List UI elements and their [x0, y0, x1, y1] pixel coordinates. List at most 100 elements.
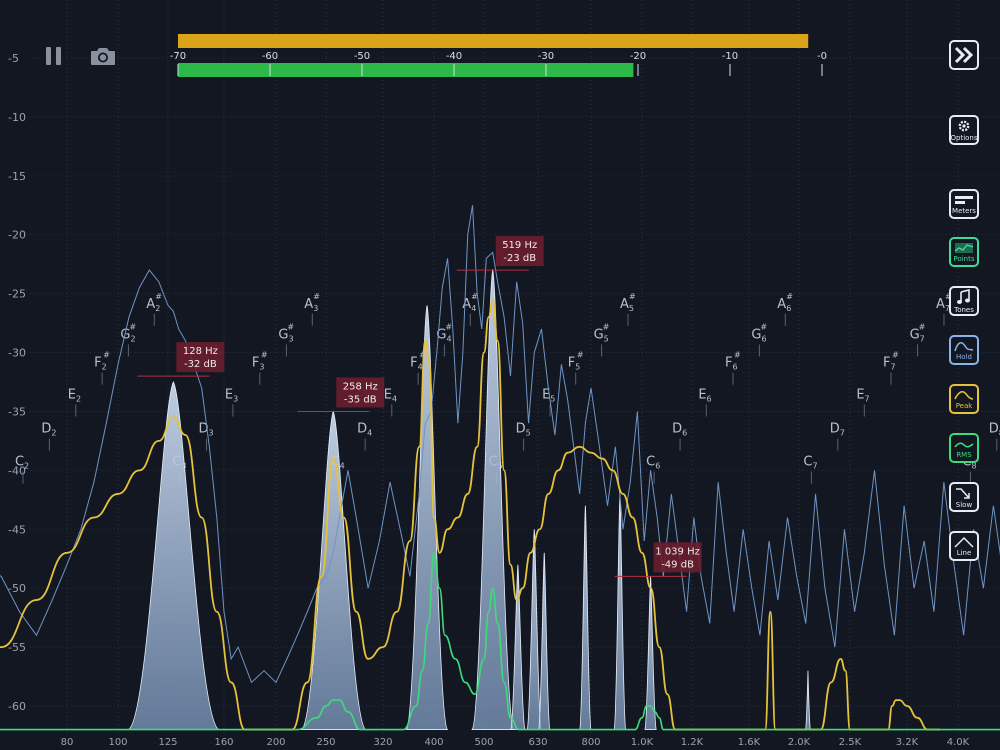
y-tick-label: -55: [8, 641, 26, 654]
spectrum-peak-fill: [510, 564, 526, 730]
series-hold-line: [0, 205, 1000, 684]
rms-curve-icon: [954, 442, 974, 448]
x-tick-label: 320: [373, 737, 392, 748]
note-sharp: #: [945, 292, 952, 301]
x-tick-label: 2.5K: [839, 737, 862, 748]
note-sharp: #: [892, 351, 899, 360]
y-tick-label: -30: [8, 347, 26, 360]
callout-box: [495, 236, 544, 267]
hold-button[interactable]: Hold: [949, 335, 979, 365]
spectrum-peak-fill: [579, 505, 592, 730]
callout-frequency: 1 039 Hz: [655, 546, 700, 557]
line-button[interactable]: Line: [949, 531, 979, 561]
y-tick-label: -35: [8, 405, 26, 418]
note-sharp: #: [419, 351, 426, 360]
note-label: E2: [68, 387, 81, 403]
meter-scale-label: -10: [722, 51, 738, 62]
meter-scale-label: -40: [446, 51, 462, 62]
rms-button[interactable]: RMS: [949, 433, 979, 463]
note-labels: C2D2E2F2#G2#A2#C3D3E3F3#G3#A3#C4D4E4F4#G…: [15, 292, 1000, 484]
x-tick-label: 3.2K: [896, 737, 919, 748]
x-tick-label: 100: [108, 737, 127, 748]
tones-label: Tones: [954, 305, 974, 314]
camera-icon: [91, 48, 115, 65]
tones-button[interactable]: Tones: [949, 286, 979, 316]
meter-scale-label: -20: [630, 51, 646, 62]
meters-label: Meters: [952, 206, 976, 215]
note-sharp: #: [577, 351, 584, 360]
peak-callouts: 128 Hz -32 dB 258 Hz -35 dB 519 Hz -23 dB 1 03…: [137, 236, 702, 577]
x-tick-label: 800: [581, 737, 600, 748]
y-tick-label: -25: [8, 288, 26, 301]
callout-level: -35 dB: [344, 394, 377, 405]
note-sharp: #: [313, 292, 320, 301]
note-sharp: #: [103, 351, 110, 360]
note-sharp: #: [129, 322, 136, 331]
meters-icon: [955, 195, 973, 204]
peak-button[interactable]: Peak: [949, 384, 979, 414]
x-tick-label: 4.0K: [947, 737, 970, 748]
meter-peak-bar: [178, 34, 809, 48]
pause-button[interactable]: [43, 45, 65, 67]
x-axis: 80 100 125 160 200 250 320 400 500 630 800 1.0K 1.2K…: [61, 737, 970, 748]
note-sharp: #: [287, 322, 294, 331]
note-label: E6: [698, 387, 711, 403]
y-tick-label: -15: [8, 170, 26, 183]
camera-button[interactable]: [89, 44, 117, 68]
meter-scale-label: -0: [817, 51, 827, 62]
note-label: C7: [803, 455, 817, 471]
slow-button[interactable]: Slow: [949, 482, 979, 512]
x-tick-label: 125: [158, 737, 177, 748]
callout-level: -23 dB: [503, 253, 536, 264]
meter-rms-bar: [178, 63, 634, 77]
note-sharp: #: [919, 322, 926, 331]
spectrum-peak-fill: [405, 305, 449, 730]
callout-level: -49 dB: [661, 559, 694, 570]
fast-forward-button[interactable]: [949, 40, 979, 70]
hold-curve-icon: [954, 341, 974, 351]
meter-scale-label: -70: [170, 51, 186, 62]
y-tick-label: -50: [8, 582, 26, 595]
meters-button[interactable]: Meters: [949, 189, 979, 219]
x-tick-label: 630: [528, 737, 547, 748]
level-meter: -70 -60 -50 -40 -30 -20 -10 -0: [170, 34, 827, 77]
x-tick-label: 400: [424, 737, 443, 748]
note-sharp: #: [734, 351, 741, 360]
pause-icon: [46, 47, 61, 65]
note-label: E3: [225, 387, 238, 403]
note-sharp: #: [786, 292, 793, 301]
callout-frequency: 258 Hz: [343, 381, 378, 392]
note-label: E7: [856, 387, 869, 403]
line-label: Line: [956, 548, 972, 557]
note-label: C6: [646, 455, 660, 471]
spectrum-peak-fill: [128, 381, 220, 730]
x-tick-label: 500: [474, 737, 493, 748]
options-label: Options: [950, 133, 978, 142]
y-tick-label: -20: [8, 229, 26, 242]
x-tick-label: 1.6K: [738, 737, 761, 748]
note-label: D5: [516, 422, 531, 438]
callout-frequency: 519 Hz: [502, 240, 537, 251]
note-label: C2: [15, 455, 29, 471]
y-tick-label: -5: [8, 52, 19, 65]
rms-label: RMS: [956, 450, 972, 459]
x-tick-label: 250: [316, 737, 335, 748]
slow-label: Slow: [955, 500, 973, 509]
line-icon: [954, 536, 974, 548]
spectrum-peak-fill: [526, 529, 542, 730]
spectrum-fill: [128, 269, 811, 730]
note-sharp: #: [261, 351, 268, 360]
options-button[interactable]: Options: [949, 115, 979, 145]
y-tick-label: -10: [8, 111, 26, 124]
note-label: D7: [830, 422, 845, 438]
points-button[interactable]: Points: [949, 237, 979, 267]
note-label: E4: [384, 387, 397, 403]
y-axis: -5 -10 -15 -20 -25 -30 -35 -40 -45 -50 -55 -60: [8, 52, 26, 713]
slow-icon: [956, 487, 970, 499]
series-rms-line: [0, 552, 1000, 731]
note-sharp: #: [471, 292, 478, 301]
fast-forward-icon: [954, 46, 974, 64]
spectrum-peak-fill: [538, 552, 551, 730]
x-tick-label: 200: [266, 737, 285, 748]
